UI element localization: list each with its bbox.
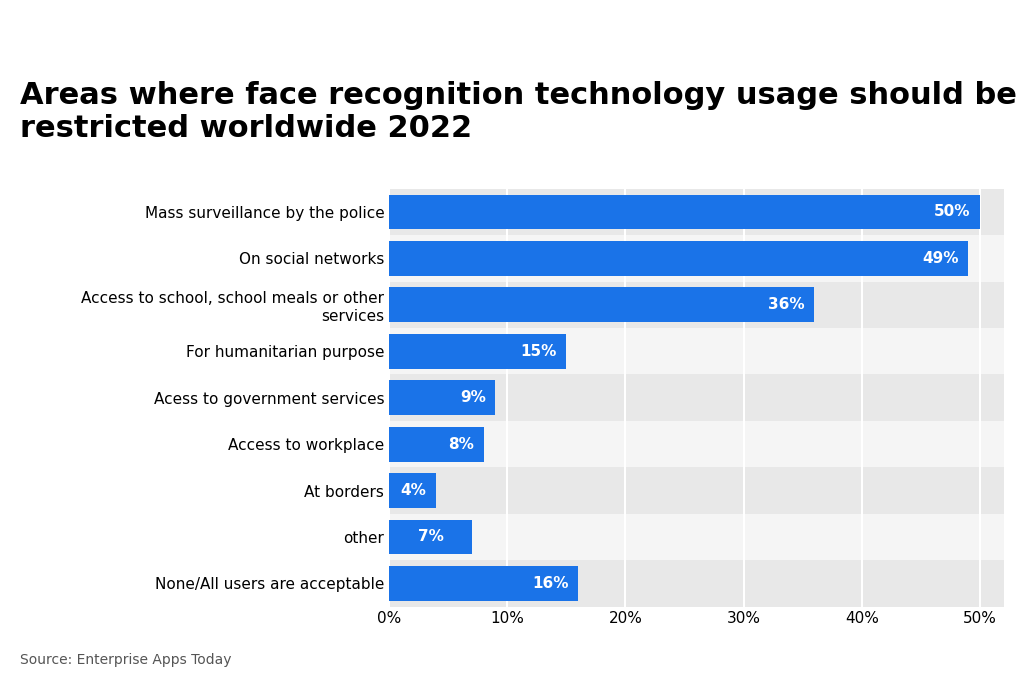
Text: 4%: 4% bbox=[399, 483, 426, 498]
Bar bbox=[389, 566, 579, 601]
Bar bbox=[389, 421, 1004, 467]
Text: 16%: 16% bbox=[532, 576, 568, 591]
Bar bbox=[389, 189, 1004, 235]
Bar bbox=[389, 520, 472, 554]
Bar bbox=[389, 287, 814, 322]
Text: Areas where face recognition technology usage should be
restricted worldwide 202: Areas where face recognition technology … bbox=[20, 81, 1018, 144]
Bar bbox=[389, 467, 1004, 514]
Bar bbox=[389, 473, 436, 508]
Text: 9%: 9% bbox=[460, 390, 486, 405]
Text: 15%: 15% bbox=[520, 344, 557, 359]
Text: 36%: 36% bbox=[768, 297, 805, 312]
Bar bbox=[389, 514, 1004, 560]
Bar bbox=[389, 427, 483, 462]
Bar bbox=[389, 195, 980, 229]
Text: 8%: 8% bbox=[449, 437, 474, 452]
Bar bbox=[389, 334, 566, 369]
Bar bbox=[389, 282, 1004, 328]
Bar bbox=[389, 380, 496, 415]
Bar bbox=[389, 235, 1004, 282]
Bar bbox=[389, 560, 1004, 607]
Bar bbox=[389, 375, 1004, 421]
Bar bbox=[389, 328, 1004, 375]
Text: Source: Enterprise Apps Today: Source: Enterprise Apps Today bbox=[20, 653, 232, 667]
Text: 49%: 49% bbox=[923, 251, 958, 266]
Text: 50%: 50% bbox=[934, 204, 971, 220]
Text: 7%: 7% bbox=[418, 530, 443, 545]
Bar bbox=[389, 241, 968, 276]
